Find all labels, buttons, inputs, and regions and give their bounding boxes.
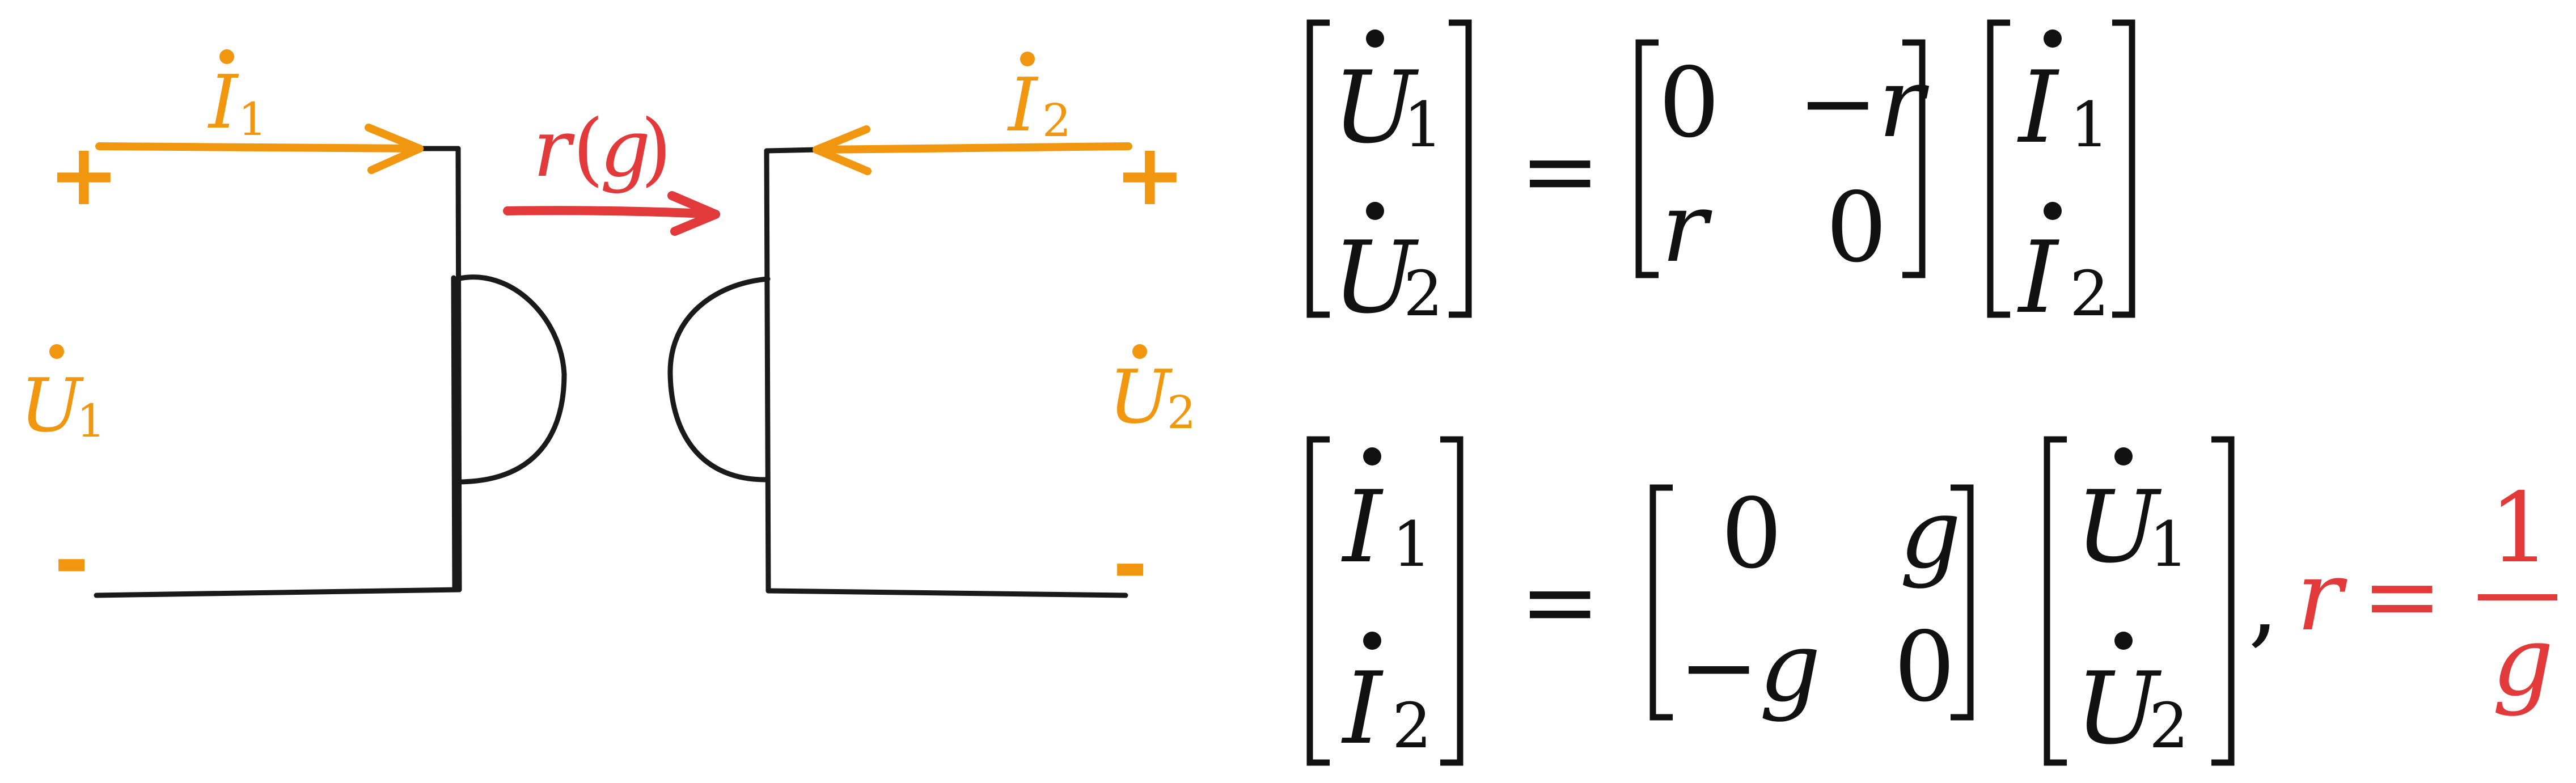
eq2-lhs-brackets [1306, 436, 1463, 766]
transfer-symbol-alt: g [600, 103, 651, 195]
equation-2: I 1 I 2 = 0 g −g 0 U 1 U 2 [1306, 436, 2557, 767]
current-subscript: 1 [238, 93, 267, 146]
relation-equals: = [2362, 540, 2442, 653]
subscript: 1 [1403, 88, 1443, 161]
subscript: 2 [2070, 257, 2109, 330]
dot-marker [1132, 344, 1147, 359]
right-semicircle [667, 276, 771, 483]
eq1-lhs-brackets [1306, 19, 1472, 318]
port1-current-label: I 1 [208, 49, 267, 146]
voltage-symbol: U [1109, 354, 1173, 440]
eq2-matrix-cell-1-1: 0 [1894, 611, 1955, 723]
eq2-relation: r = 1 g [2296, 472, 2557, 718]
left-semicircle [454, 274, 567, 485]
eq2-rhs-brackets [2044, 436, 2235, 766]
port2-voltage-label: U 2 [1109, 344, 1196, 440]
subscript: 1 [2070, 88, 2109, 161]
eq2-comma: , [2248, 546, 2279, 658]
symbol: I [2017, 50, 2059, 166]
dot-marker [219, 49, 234, 64]
symbol: I [1341, 651, 1384, 767]
eq1-matrix-brackets [1635, 39, 1926, 278]
right-top-wire [764, 147, 819, 154]
eq2-matrix-cell-1-0: −g [1678, 611, 1821, 723]
eq2-rhs-entry-2: U 2 [2075, 632, 2189, 767]
transfer-symbol: r [533, 103, 575, 195]
eq2-matrix-cell-0-1: g [1900, 478, 1961, 590]
transfer-paren-close: ) [641, 103, 672, 195]
subscript: 2 [1403, 257, 1443, 330]
right-bottom-wire [765, 588, 1128, 598]
transfer-arrow [503, 191, 720, 236]
current-symbol: I [208, 59, 239, 145]
eq2-equals: = [1520, 546, 1600, 658]
eq1-matrix-cell-1-0: r [1661, 172, 1712, 284]
eq1-matrix-cell-0-1: −r [1797, 47, 1929, 159]
relation-numerator: 1 [2489, 472, 2550, 585]
eq2-matrix-brackets [1649, 484, 1974, 721]
port1-minus: - [54, 511, 89, 610]
eq2-lhs-entry-1: I 1 [1341, 447, 1432, 585]
symbol: I [2017, 221, 2059, 336]
subscript: 2 [2149, 689, 2189, 762]
transfer-paren-open: ( [573, 103, 604, 195]
eq1-lhs-entry-2: U 2 [1333, 202, 1443, 336]
symbol: U [2075, 651, 2162, 767]
eq1-lhs-entry-1: U 1 [1333, 29, 1443, 166]
left-vertical-wire-double [451, 275, 458, 592]
current-subscript: 2 [1042, 94, 1071, 147]
port1-voltage-label: U 1 [20, 344, 105, 448]
eq1-matrix-cell-1-1: 0 [1826, 172, 1887, 284]
transfer-label: r ( g ) [533, 103, 672, 195]
port2-current-label: I 2 [1007, 52, 1071, 148]
symbol: U [1333, 50, 1419, 166]
eq1-rhs-brackets [1987, 19, 2135, 318]
current-arrow-left [95, 124, 424, 174]
subscript: 2 [1392, 689, 1432, 762]
right-vertical-wire [764, 148, 771, 594]
subscript: 1 [2149, 508, 2189, 581]
eq1-equals: = [1520, 115, 1600, 227]
dot-marker [1020, 52, 1035, 66]
fraction-bar [2478, 594, 2557, 600]
voltage-subscript: 1 [77, 395, 105, 447]
port2-minus: - [1113, 516, 1148, 615]
left-port-circuit [94, 146, 567, 598]
right-port-circuit [667, 147, 1128, 598]
polarity-marks: + + - - [48, 126, 1186, 615]
left-vertical-wire [455, 146, 462, 592]
relation-denominator: g [2492, 606, 2554, 718]
eq2-lhs-entry-2: I 2 [1341, 632, 1432, 767]
current-arrow-right [813, 125, 1132, 175]
eq1-rhs-entry-1: I 1 [2017, 29, 2109, 166]
equation-1: U 1 U 2 = 0 −r r 0 I 1 I 2 [1306, 19, 2135, 336]
dot-marker [49, 344, 64, 359]
eq1-matrix-cell-0-0: 0 [1659, 47, 1720, 159]
symbol: U [2075, 470, 2162, 585]
voltage-subscript: 2 [1167, 386, 1196, 439]
left-bottom-wire [94, 587, 462, 598]
symbol: I [1341, 470, 1384, 585]
current-symbol: I [1007, 62, 1039, 148]
port2-plus: + [1114, 126, 1186, 225]
port1-plus: + [48, 126, 120, 225]
eq2-rhs-entry-1: U 1 [2075, 447, 2189, 585]
subscript: 1 [1392, 508, 1432, 581]
relation-lhs: r [2296, 540, 2347, 653]
eq1-rhs-entry-2: I 2 [2017, 202, 2109, 336]
voltage-symbol: U [20, 362, 84, 448]
symbol: U [1333, 221, 1419, 336]
eq2-matrix-cell-0-0: 0 [1721, 478, 1782, 590]
